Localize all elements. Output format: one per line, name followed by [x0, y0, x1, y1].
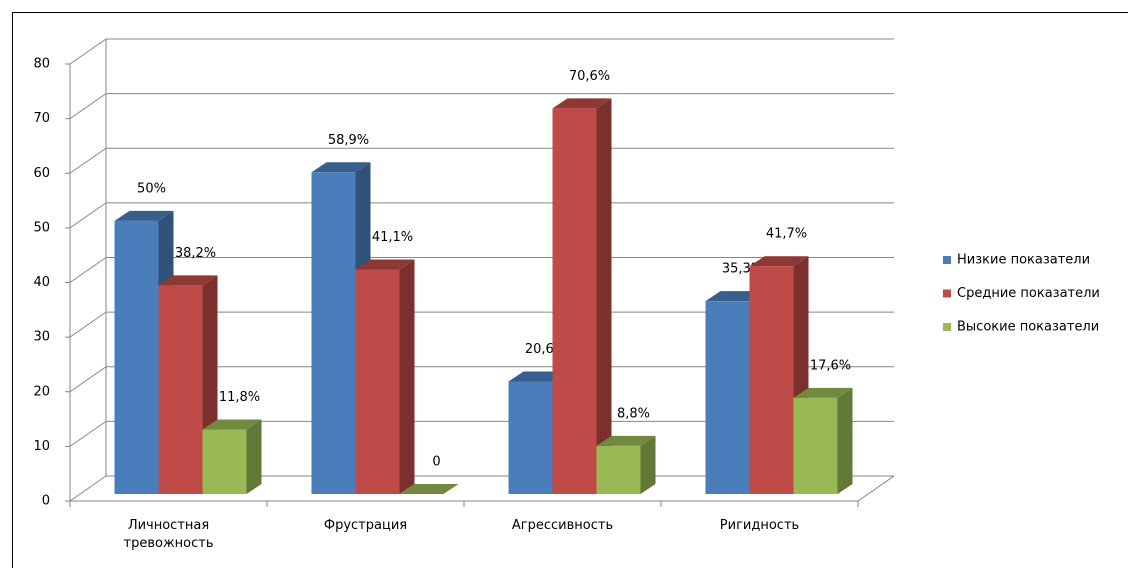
legend-swatch: [943, 289, 951, 298]
grid-line: [69, 366, 107, 393]
y-tick-label: 60: [33, 166, 50, 181]
y-tick-label: 70: [33, 111, 50, 126]
grid-line: [69, 257, 107, 283]
bar-top: [552, 98, 612, 109]
bar-top: [202, 419, 262, 430]
bar: [202, 429, 247, 494]
bar-side: [640, 435, 656, 494]
grid-line: [69, 311, 107, 338]
y-tick-label: 10: [33, 439, 50, 454]
bar-side: [399, 259, 415, 494]
bar-side: [246, 419, 262, 494]
bar-top: [355, 259, 415, 270]
data-label: 11,8%: [219, 390, 260, 405]
bar: [793, 397, 838, 494]
x-tick-label: Личностная тревожность: [123, 518, 214, 551]
legend-label: Низкие показатели: [957, 253, 1090, 268]
y-tick-label: 30: [33, 330, 50, 345]
data-label: 41,7%: [766, 227, 807, 242]
data-label: 50%: [137, 181, 166, 196]
data-label: 70,6%: [569, 69, 610, 84]
legend-label: Средние показатели: [957, 286, 1100, 301]
bar: [705, 301, 750, 494]
legend-label: Высокие показатели: [957, 320, 1099, 335]
bar: [749, 266, 794, 494]
bar: [355, 269, 400, 494]
grid-line: [69, 38, 107, 65]
bar-side: [596, 98, 612, 494]
y-tick-label: 80: [33, 57, 50, 72]
legend-swatch: [943, 256, 951, 264]
data-label: 17,6%: [810, 358, 851, 373]
grid-line: [69, 147, 107, 174]
y-tick-label: 0: [42, 494, 50, 509]
data-label: 8,8%: [617, 406, 650, 421]
data-label: 0: [432, 455, 440, 470]
x-tick-label: Ригидность: [719, 518, 800, 533]
bar: [596, 445, 641, 494]
bar-top: [311, 162, 371, 173]
data-label: 41,1%: [372, 230, 413, 245]
y-tick-label: 50: [33, 220, 50, 235]
bar-side: [837, 387, 853, 494]
bar: [311, 172, 356, 495]
floor-edge: [857, 475, 895, 502]
y-tick-label: 40: [33, 275, 50, 290]
bar-top: [793, 387, 853, 398]
grid-line: [69, 202, 107, 229]
bar-top: [399, 484, 459, 494]
grid-line: [69, 475, 107, 502]
bar-top: [158, 275, 218, 286]
y-tick-label: 20: [33, 384, 50, 399]
legend-swatch: [943, 323, 951, 331]
x-tick-label: Агрессивность: [511, 518, 614, 533]
bar: [552, 108, 597, 494]
bar-top: [596, 435, 656, 446]
bar: [508, 381, 553, 494]
x-tick-label: Фрустрация: [323, 518, 408, 533]
grid-line: [69, 420, 107, 447]
bar: [158, 285, 203, 494]
data-label: 38,2%: [175, 246, 216, 261]
bar-top: [749, 256, 809, 267]
bar: [114, 220, 159, 494]
data-label: 58,9%: [328, 133, 369, 148]
chart-border: [12, 12, 1128, 568]
bar-top: [114, 210, 174, 221]
grid-line: [69, 93, 107, 120]
